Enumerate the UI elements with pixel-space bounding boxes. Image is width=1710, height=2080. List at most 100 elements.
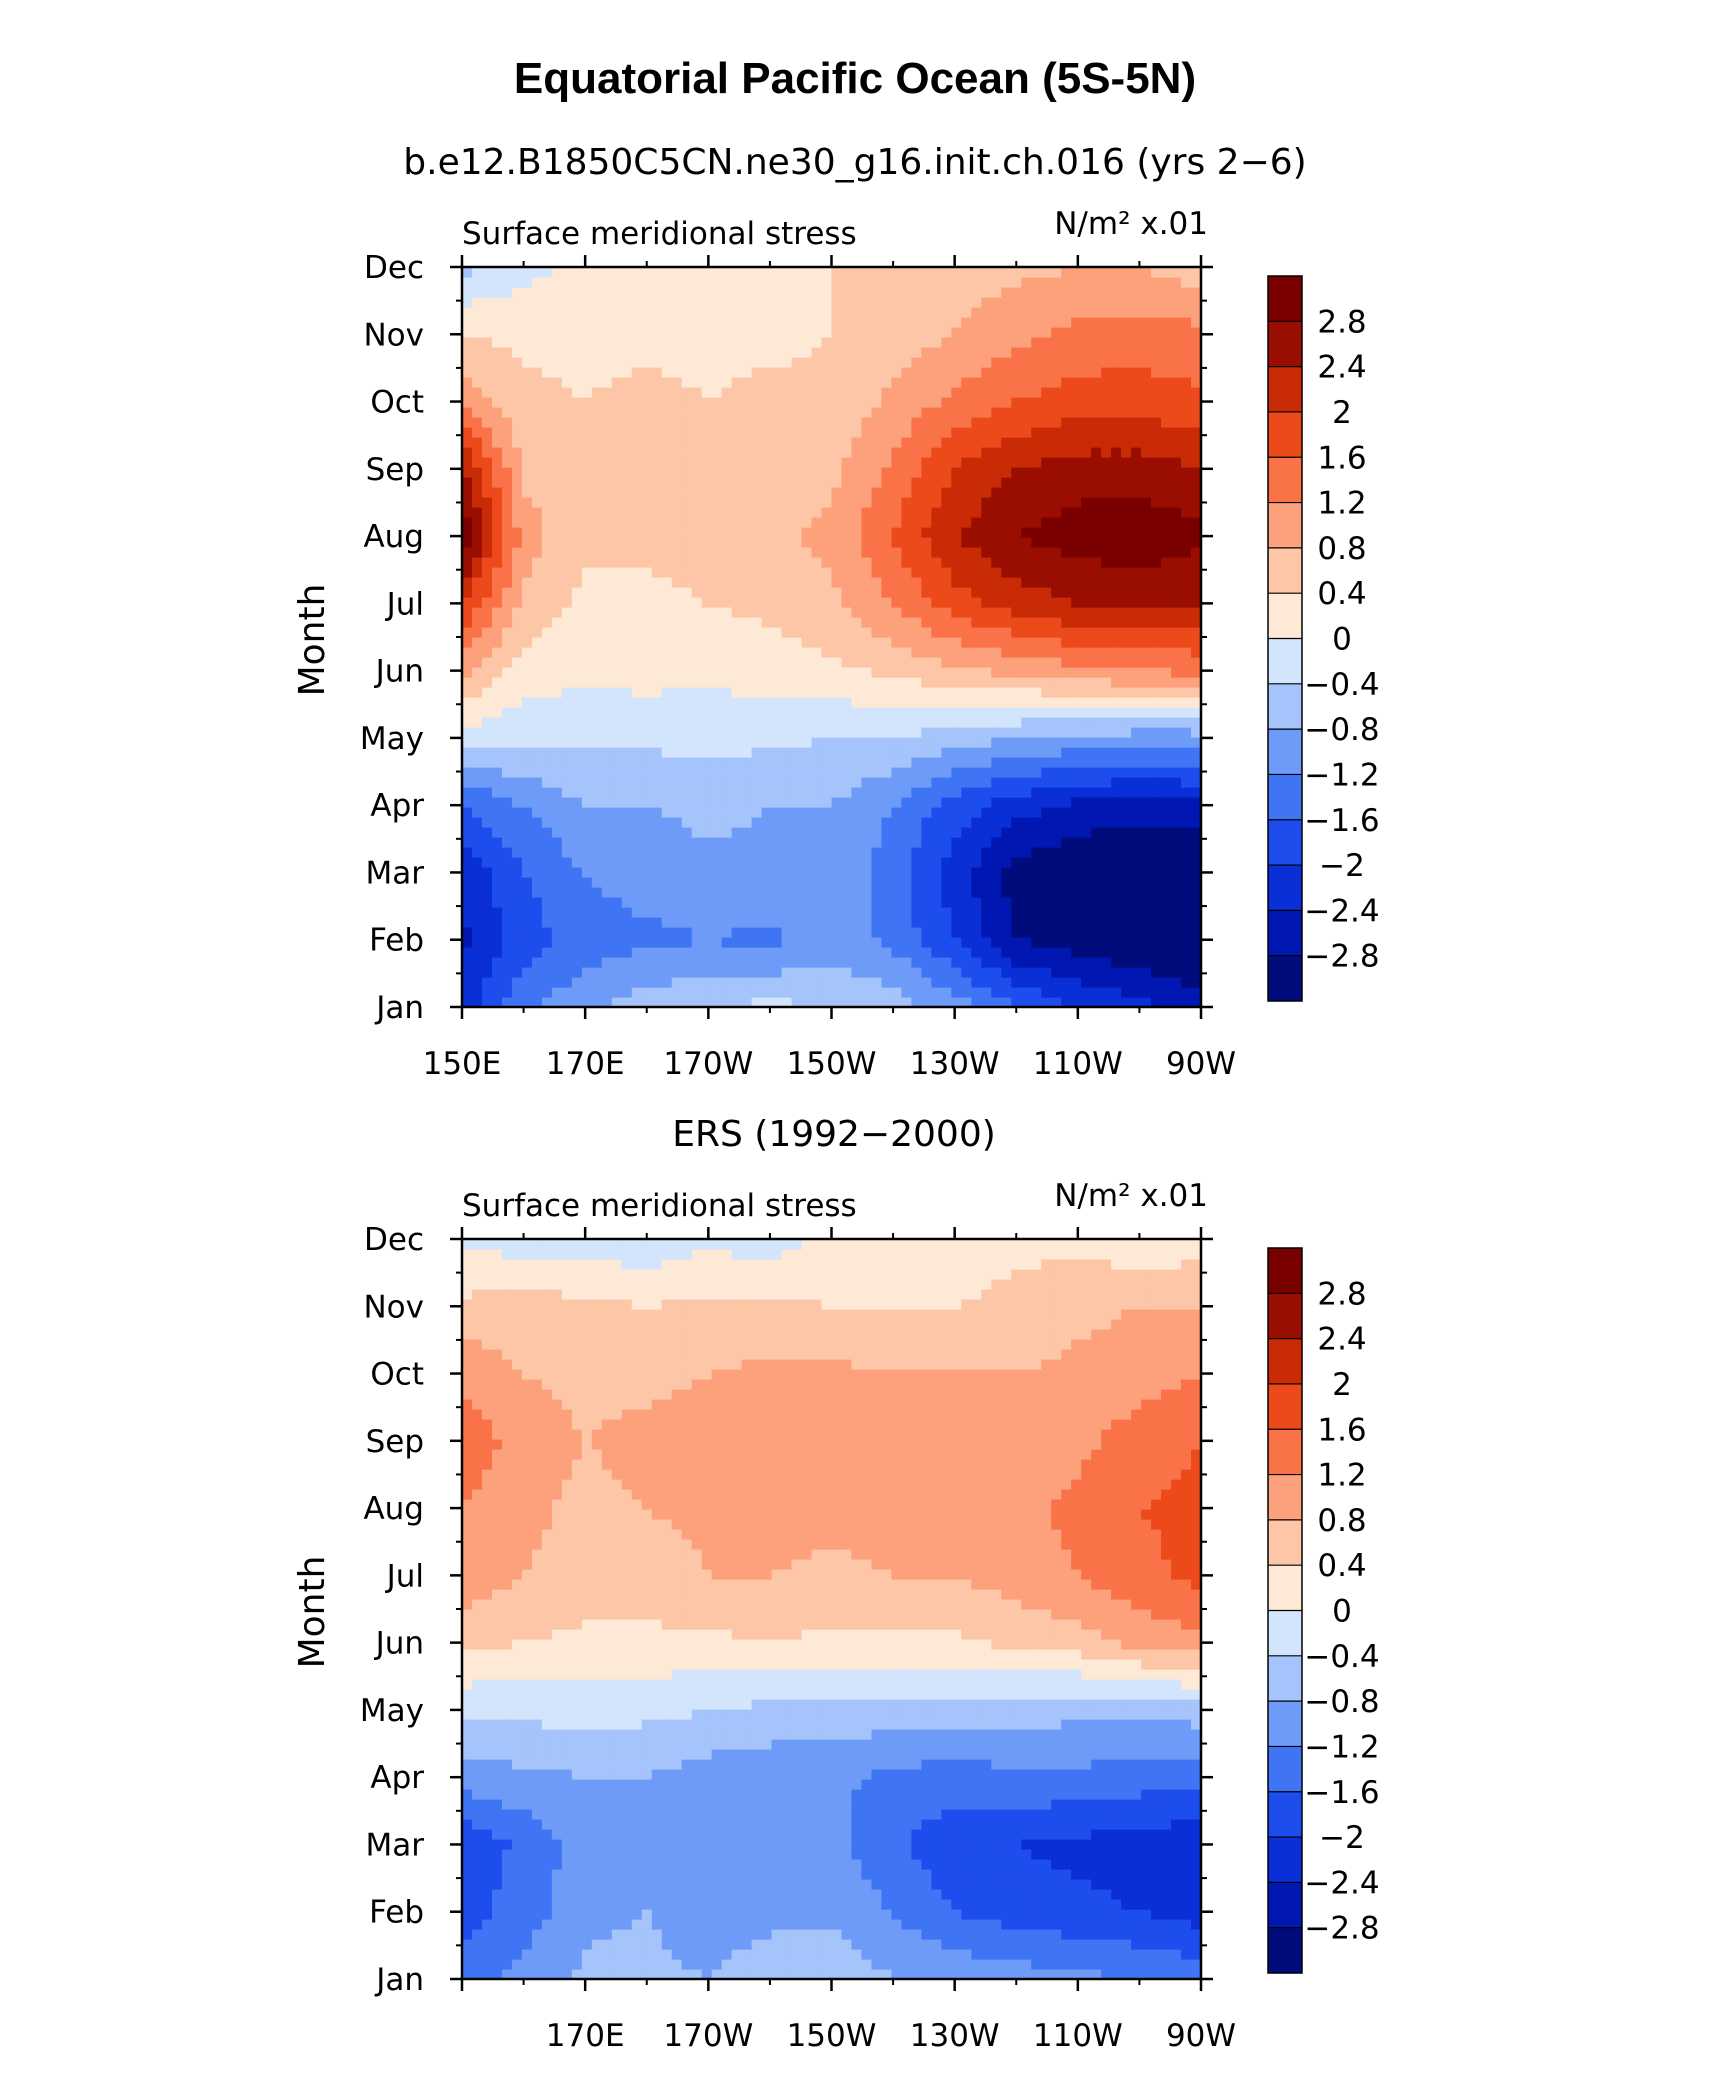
heatmap-cell	[1161, 337, 1172, 348]
heatmap-cell	[1011, 787, 1022, 798]
heatmap-cell	[741, 427, 753, 438]
heatmap-cell	[871, 757, 883, 768]
heatmap-cell	[891, 897, 903, 908]
heatmap-cell	[1061, 997, 1072, 1008]
heatmap-cell	[731, 887, 743, 898]
heatmap-cell	[721, 507, 733, 518]
heatmap-cell	[1101, 507, 1112, 518]
heatmap-cell	[491, 447, 503, 458]
heatmap-cell	[631, 927, 643, 938]
heatmap-cell	[561, 397, 573, 408]
heatmap-cell	[861, 367, 873, 378]
heatmap-cell	[1111, 987, 1122, 998]
heatmap-cell	[581, 367, 593, 378]
heatmap-cell	[501, 397, 513, 408]
heatmap-cell	[881, 367, 893, 378]
heatmap-cell	[531, 967, 543, 978]
heatmap-cell	[721, 927, 733, 938]
heatmap-cell	[611, 907, 623, 918]
heatmap-cell	[641, 437, 653, 448]
heatmap-cell	[751, 937, 763, 948]
heatmap-cell	[531, 687, 543, 698]
heatmap-cell	[761, 357, 773, 368]
heatmap-cell	[701, 907, 713, 918]
heatmap-cell	[751, 397, 763, 408]
heatmap-cell	[471, 487, 483, 498]
heatmap-cell	[1101, 407, 1112, 418]
heatmap-cell	[1191, 797, 1202, 808]
heatmap-cell	[1151, 997, 1162, 1008]
heatmap-cell	[921, 537, 932, 548]
heatmap-cell	[691, 907, 703, 918]
heatmap-cell	[1091, 787, 1102, 798]
heatmap-cell	[541, 537, 553, 548]
heatmap-cell	[871, 987, 883, 998]
heatmap-cell	[581, 347, 593, 358]
heatmap-cell	[791, 497, 803, 508]
heatmap-cell	[741, 917, 753, 928]
heatmap-cell	[881, 917, 893, 928]
heatmap-cell	[801, 947, 813, 958]
heatmap-cell	[921, 967, 932, 978]
heatmap-cell	[801, 957, 813, 968]
heatmap-cell	[1031, 697, 1042, 708]
heatmap-cell	[551, 657, 563, 668]
heatmap-cell	[1021, 847, 1032, 858]
heatmap-cell	[981, 907, 992, 918]
heatmap-cell	[1161, 657, 1172, 668]
heatmap-cell	[961, 507, 972, 518]
heatmap-cell	[1061, 677, 1072, 688]
heatmap-cell	[941, 877, 952, 888]
main-title: Equatorial Pacific Ocean (5S-5N)	[514, 54, 1196, 103]
heatmap-cell	[811, 427, 823, 438]
heatmap-cell	[1141, 407, 1152, 418]
heatmap-cell	[851, 997, 863, 1008]
heatmap-cell	[961, 597, 972, 608]
heatmap-cell	[651, 607, 663, 618]
heatmap-cell	[1011, 607, 1022, 618]
heatmap-cell	[571, 877, 583, 888]
heatmap-cell	[951, 927, 962, 938]
heatmap-cell	[571, 557, 583, 568]
heatmap-cell	[1041, 407, 1052, 418]
heatmap-cell	[801, 847, 813, 858]
heatmap-cell	[881, 697, 893, 708]
heatmap-cell	[1081, 577, 1092, 588]
heatmap-cell	[721, 557, 733, 568]
heatmap-cell	[691, 997, 703, 1008]
heatmap-cell	[1111, 907, 1122, 918]
heatmap-cell	[601, 567, 613, 578]
heatmap-cell	[641, 687, 653, 698]
heatmap-cell	[501, 587, 513, 598]
heatmap-cell	[541, 917, 553, 928]
heatmap-cell	[701, 867, 713, 878]
heatmap-cell	[821, 767, 833, 778]
heatmap-cell	[1021, 397, 1032, 408]
heatmap-cell	[651, 847, 663, 858]
heatmap-cell	[1141, 397, 1152, 408]
heatmap-cell	[751, 717, 763, 728]
heatmap-cell	[1191, 907, 1202, 918]
heatmap-cell	[661, 677, 673, 688]
heatmap-cell	[711, 877, 723, 888]
heatmap-cell	[1101, 887, 1112, 898]
heatmap-cell	[1091, 467, 1102, 478]
heatmap-cell	[731, 327, 743, 338]
heatmap-cell	[721, 917, 733, 928]
heatmap-cell	[651, 647, 663, 658]
heatmap-cell	[991, 487, 1002, 498]
heatmap-cell	[601, 997, 613, 1008]
heatmap-cell	[1141, 667, 1152, 678]
heatmap-cell	[651, 887, 663, 898]
heatmap-cell	[911, 797, 922, 808]
heatmap-cell	[911, 337, 922, 348]
heatmap-cell	[721, 867, 733, 878]
heatmap-cell	[1121, 397, 1132, 408]
heatmap-cell	[711, 887, 723, 898]
heatmap-cell	[701, 527, 713, 538]
heatmap-cell	[1171, 567, 1182, 578]
heatmap-cell	[881, 787, 893, 798]
heatmap-cell	[631, 457, 643, 468]
heatmap-cell	[761, 437, 773, 448]
heatmap-cell	[941, 787, 952, 798]
